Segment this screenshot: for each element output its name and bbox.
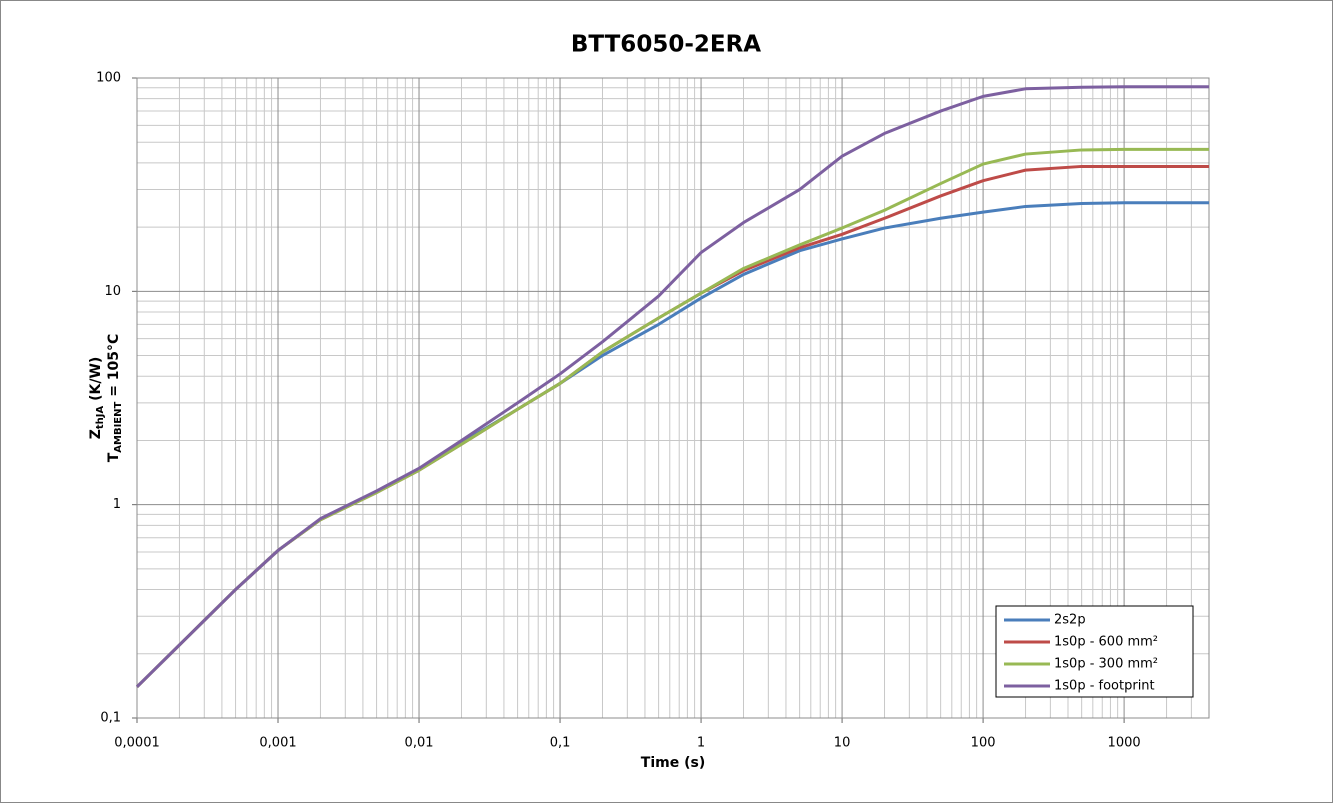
legend: 2s2p 1s0p - 600 mm² 1s0p - 300 mm² 1s0p - f… [995, 605, 1194, 698]
y-label-sub: thJA [95, 406, 106, 430]
series-line [135, 85, 1209, 688]
legend-label: 1s0p - footprint [1054, 679, 1155, 694]
x-tick-label: 1000 [1108, 736, 1141, 751]
legend-label: 1s0p - 300 mm² [1054, 657, 1158, 672]
x-tick-label: 0,1 [550, 736, 571, 751]
legend-label: 1s0p - 600 mm² [1054, 635, 1158, 650]
x-tick-label: 1 [697, 736, 705, 751]
y-label-main: T [106, 452, 122, 462]
y-tick-label: 100 [96, 71, 121, 86]
y-axis-label-line: TAMBIENT = 105°C [106, 334, 124, 463]
y-axis-label: ZthJA (K/W) TAMBIENT = 105°C [88, 334, 124, 463]
y-label-sub: AMBIENT [113, 402, 124, 453]
plot-border [136, 77, 1210, 719]
y-tick-label: 0,1 [100, 711, 121, 726]
y-tick-label: 10 [104, 284, 121, 299]
x-axis-label: Time (s) [641, 755, 705, 771]
x-tick-label: 10 [834, 736, 851, 751]
y-label-rest: = 105°C [106, 334, 122, 402]
y-tick-label: 1 [113, 497, 121, 512]
x-tick-label: 0,01 [405, 736, 434, 751]
x-tick-label: 0,0001 [114, 736, 160, 751]
y-axis-label-line: ZthJA (K/W) [88, 357, 106, 440]
y-label-main: Z [88, 429, 104, 439]
x-tick-label: 100 [971, 736, 996, 751]
x-tick-label: 0,001 [259, 736, 296, 751]
y-label-rest: (K/W) [88, 357, 104, 406]
legend-label: 2s2p [1054, 613, 1086, 628]
chart-title: BTT6050-2ERA [571, 32, 761, 58]
